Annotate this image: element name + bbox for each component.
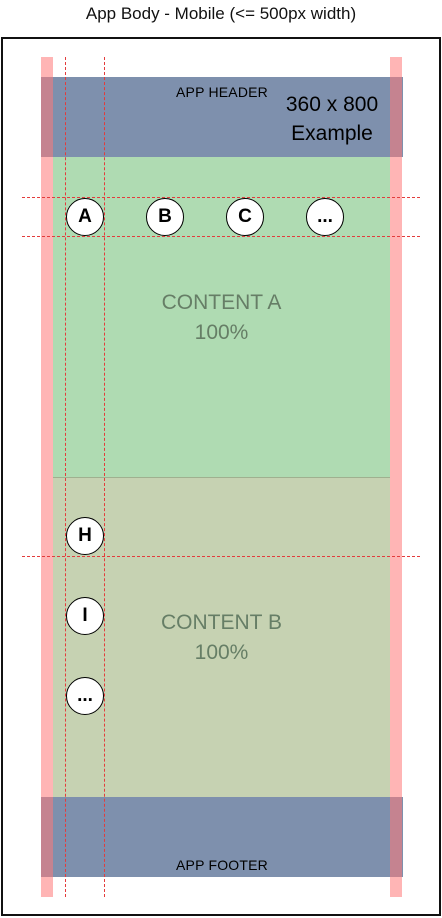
circle-a: A <box>66 198 104 236</box>
screen-size-label: 360 x 800 Example <box>272 90 392 148</box>
vertical-guide-left <box>65 57 66 897</box>
horizontal-guide-content-b <box>22 556 420 557</box>
app-header-label: APP HEADER <box>176 84 268 100</box>
content-a-label: CONTENT A 100% <box>53 288 390 348</box>
left-margin-strip <box>41 57 53 897</box>
content-a-title: CONTENT A <box>161 291 282 314</box>
content-a-width: 100% <box>194 321 249 344</box>
circle-more-b: ... <box>66 677 104 715</box>
content-b-width: 100% <box>194 641 249 664</box>
screen-size-caption: Example <box>291 122 373 145</box>
content-b-title: CONTENT B <box>161 611 282 634</box>
horizontal-guide-bottom <box>22 236 420 237</box>
app-footer-label: APP FOOTER <box>176 857 268 873</box>
app-header-band <box>41 77 403 157</box>
screen-size-value: 360 x 800 <box>285 93 379 116</box>
horizontal-guide-top <box>22 197 420 198</box>
right-margin-strip <box>390 57 402 897</box>
app-footer-band <box>41 797 403 877</box>
circle-c: C <box>226 198 264 236</box>
content-b-label: CONTENT B 100% <box>53 608 390 668</box>
circle-h: H <box>66 517 104 555</box>
diagram-title: App Body - Mobile (<= 500px width) <box>85 4 357 23</box>
circle-i: I <box>66 597 104 635</box>
content-b-region <box>53 477 390 797</box>
vertical-guide-right <box>104 57 105 897</box>
circle-b: B <box>146 198 184 236</box>
circle-more-a: ... <box>306 198 344 236</box>
